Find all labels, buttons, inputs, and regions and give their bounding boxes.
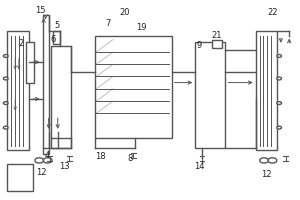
Circle shape (268, 158, 277, 163)
Bar (43, 15, 49, 154)
Circle shape (3, 102, 8, 105)
Text: 6: 6 (51, 35, 56, 44)
Text: 4: 4 (44, 151, 50, 160)
Bar (94, 36, 172, 138)
Circle shape (277, 126, 281, 129)
Bar (8, 31, 29, 150)
Text: 12: 12 (36, 168, 47, 177)
Circle shape (277, 102, 281, 105)
Bar (51, 46, 71, 148)
Circle shape (3, 55, 8, 57)
Text: 22: 22 (267, 8, 278, 17)
Text: 7: 7 (105, 19, 111, 28)
Bar (26, 42, 34, 83)
Circle shape (3, 77, 8, 80)
Bar (212, 40, 222, 48)
Text: 2: 2 (19, 39, 24, 48)
Bar (8, 164, 33, 191)
Bar (256, 31, 278, 150)
Text: 5: 5 (54, 21, 59, 30)
Bar (195, 42, 226, 148)
Circle shape (43, 158, 52, 163)
Text: 13: 13 (59, 162, 70, 171)
Text: 9: 9 (196, 41, 201, 50)
Text: 19: 19 (136, 23, 147, 32)
Text: 8: 8 (127, 154, 133, 163)
Text: 21: 21 (212, 31, 222, 40)
Circle shape (277, 77, 281, 80)
Circle shape (260, 158, 268, 163)
Text: 20: 20 (120, 8, 130, 17)
Text: 18: 18 (95, 152, 106, 161)
Circle shape (277, 55, 281, 57)
Circle shape (3, 126, 8, 129)
Text: 12: 12 (261, 170, 272, 179)
Bar (53, 31, 60, 44)
Text: 14: 14 (194, 162, 205, 171)
Text: 15: 15 (35, 6, 45, 15)
Circle shape (35, 158, 44, 163)
